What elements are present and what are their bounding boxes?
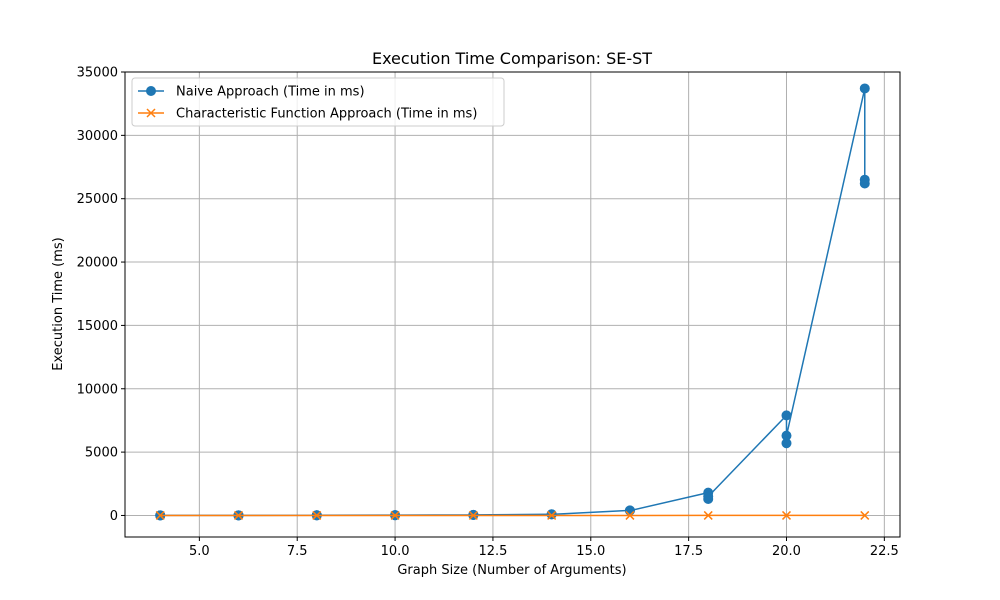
data-point (624, 505, 635, 516)
data-point (390, 510, 400, 520)
legend-label: Characteristic Function Approach (Time i… (176, 107, 477, 122)
data-point (859, 83, 870, 94)
legend-box (131, 77, 505, 127)
data-point (859, 178, 870, 189)
legend-marker (146, 108, 156, 118)
x-axis-label: Graph Size (Number of Arguments) (397, 563, 626, 578)
data-point (233, 510, 244, 520)
x-tick-label: 12.5 (478, 544, 507, 559)
legend-label: Naive Approach (Time in ms) (176, 85, 365, 100)
x-tick-label: 15.0 (576, 544, 605, 559)
legend: Naive Approach (Time in ms) Characteristi… (131, 77, 505, 127)
x-tick-label: 7.5 (287, 544, 308, 559)
data-point (860, 510, 870, 520)
series-layer (155, 83, 870, 521)
data-point (703, 510, 713, 520)
data-point (781, 510, 792, 520)
series-1 (155, 510, 870, 520)
y-tick-label: 30000 (77, 129, 118, 144)
legend-entry: Naive Approach (Time in ms) (138, 85, 365, 100)
data-point (703, 491, 714, 502)
axes: 5.0 7.5 10.0 12.5 15.0 17.5 20.0 22.5 0 5000 10000… (77, 66, 899, 560)
data-point (468, 510, 478, 520)
y-tick-label: 0 (110, 509, 118, 524)
data-point (312, 510, 322, 520)
y-tick-label: 25000 (77, 192, 118, 207)
data-point (547, 510, 557, 520)
x-tick-label: 10.0 (381, 544, 410, 559)
legend-entry: Characteristic Function Approach (Time i… (138, 107, 477, 122)
y-tick-label: 10000 (77, 382, 118, 397)
data-point (546, 509, 557, 520)
y-tick-label: 15000 (77, 319, 118, 334)
data-point (781, 430, 792, 441)
y-tick-label: 35000 (77, 66, 118, 81)
x-tick-label: 22.5 (870, 544, 899, 559)
x-tick-label: 20.0 (772, 544, 801, 559)
x-tick-label: 17.5 (674, 544, 703, 559)
y-tick-label: 5000 (85, 446, 118, 461)
data-point (781, 410, 792, 421)
plot-frame (124, 71, 901, 538)
legend-marker (146, 86, 156, 96)
data-point (625, 510, 635, 520)
y-tick-label: 20000 (77, 256, 118, 271)
data-point (155, 510, 165, 520)
x-tick-label: 5.0 (189, 544, 210, 559)
chart-title: Execution Time Comparison: SE-ST (372, 49, 652, 68)
y-axis-label: Execution Time (ms) (51, 237, 66, 370)
